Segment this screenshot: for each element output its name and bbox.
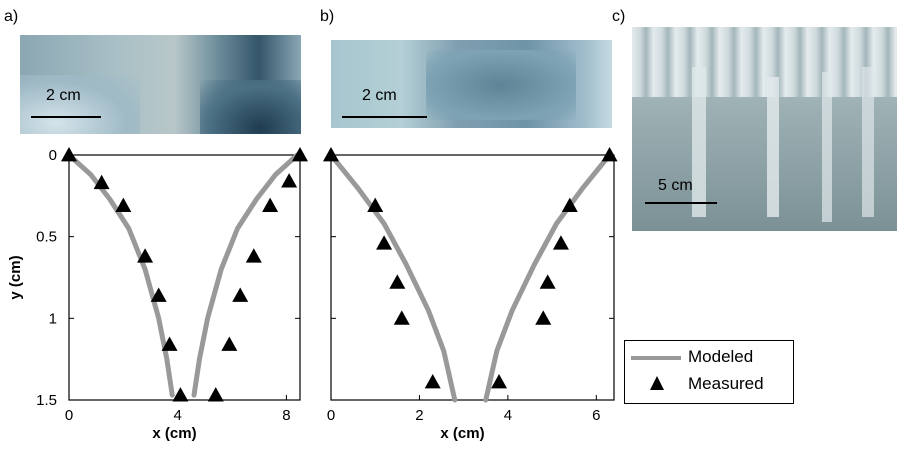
modeled-curve [483,152,613,403]
legend: Modeled Measured [624,340,794,404]
scalebar-a [31,116,101,118]
x-axis-label: x (cm) [440,425,484,442]
legend-triangle-icon [650,376,664,390]
measured-point [207,387,224,402]
measured-point [161,336,178,351]
measured-point [262,197,279,213]
y-tick-label: 1 [49,310,57,327]
measured-point [292,147,308,162]
y-axis-label: y (cm) [7,255,24,299]
panel-label-b: b) [320,8,335,25]
measured-point [376,235,393,250]
photo-panel-a: 2 cm [20,35,301,134]
x-tick-label: 0 [65,407,73,424]
scalebar-label-c: 5 cm [658,177,693,194]
measured-point [245,248,262,263]
x-tick-label: 4 [174,407,182,424]
modeled-curve [191,152,300,398]
measured-point [323,147,339,162]
measured-point [601,147,618,162]
legend-item-modeled: Modeled [631,347,791,367]
x-axis-label: x (cm) [152,425,196,442]
panel-label-a: a) [4,8,19,25]
panel-label-c: c) [612,8,626,25]
legend-label-modeled: Modeled [688,347,754,366]
measured-point [552,235,569,250]
x-tick-label: 8 [282,407,290,424]
legend-item-measured: Measured [631,374,791,394]
measured-point [232,287,249,302]
chart-panel-a: 0 4 8 0 0.5 1 1.5 x (cm) y (cm) [7,147,308,442]
measured-point [393,310,410,325]
y-tick-label: 0 [49,147,57,164]
measured-point [150,287,167,302]
scalebar-label-b: 2 cm [362,87,397,104]
modeled-curve [328,152,458,403]
measured-point [491,374,508,389]
x-tick-label: 2 [415,407,423,424]
measured-point [93,174,110,190]
measured-point [281,173,298,188]
chart-panel-b: 0 2 4 6 x (cm) [323,147,618,442]
measured-point [389,274,406,289]
measured-point [61,147,77,162]
measured-point [535,310,552,325]
y-tick-label: 0.5 [36,229,57,246]
scalebar-b [342,116,427,118]
x-tick-label: 0 [327,407,335,424]
measured-point [539,274,556,289]
measured-point [137,248,154,263]
x-tick-label: 6 [592,407,600,424]
measured-point [367,197,384,213]
legend-label-measured: Measured [688,374,764,393]
plot-frame [330,154,615,401]
modeled-curve [66,152,175,398]
scalebar-c [645,202,717,204]
measured-point [424,374,441,389]
measured-point [561,197,578,213]
scalebar-label-a: 2 cm [46,87,81,104]
x-tick-label: 4 [504,407,512,424]
measured-point [172,387,189,402]
photo-panel-b: 2 cm [331,40,612,128]
photo-panel-c: 5 cm [632,27,897,231]
measured-point [221,336,238,351]
y-tick-label: 1.5 [36,392,57,409]
measured-point [115,197,132,213]
legend-line-icon [631,356,681,360]
